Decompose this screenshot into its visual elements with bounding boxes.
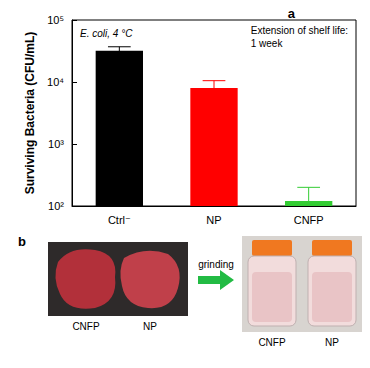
svg-text:Ctrl⁻: Ctrl⁻: [108, 214, 131, 226]
svg-text:10⁴: 10⁴: [47, 76, 64, 88]
svg-text:CNFP: CNFP: [72, 321, 100, 332]
svg-text:Extension of shelf life:: Extension of shelf life:: [251, 25, 348, 36]
svg-text:b: b: [18, 234, 26, 249]
svg-text:NP: NP: [206, 214, 221, 226]
svg-text:CNFP: CNFP: [258, 337, 286, 348]
svg-text:10⁵: 10⁵: [47, 14, 64, 26]
svg-text:10³: 10³: [48, 138, 64, 150]
svg-text:E. coli, 4 °C: E. coli, 4 °C: [80, 28, 133, 39]
svg-text:1 week: 1 week: [251, 38, 284, 49]
svg-text:CNFP: CNFP: [294, 214, 324, 226]
svg-text:10²: 10²: [48, 200, 64, 212]
svg-text:grinding: grinding: [198, 259, 234, 270]
svg-text:NP: NP: [143, 321, 157, 332]
svg-text:Surviving Bacteria (CFU/mL): Surviving Bacteria (CFU/mL): [23, 32, 37, 195]
svg-text:a: a: [288, 6, 296, 21]
svg-text:NP: NP: [325, 337, 339, 348]
